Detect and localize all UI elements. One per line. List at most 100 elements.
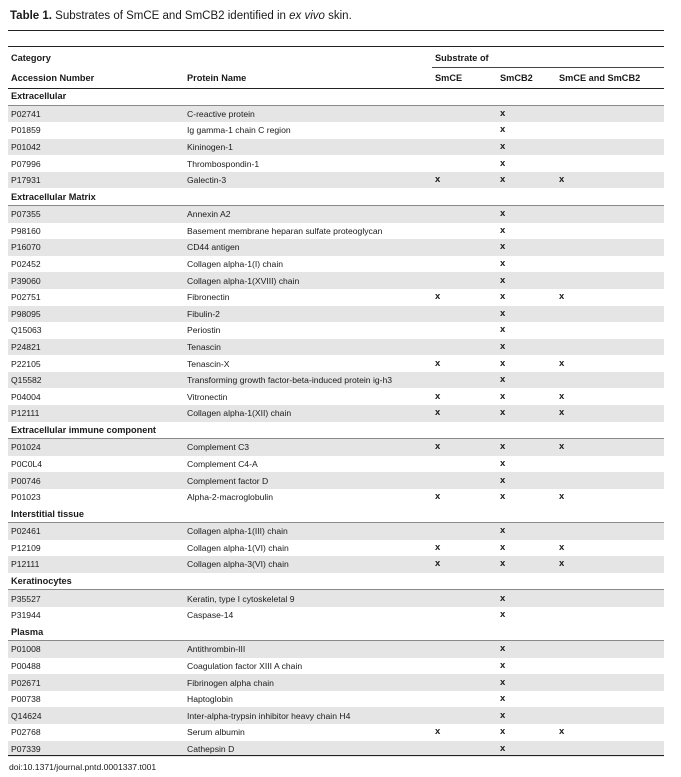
substrates-table: Category Substrate of Accession Number P…: [8, 48, 665, 758]
table-row: P02741 C-reactive protein x: [8, 105, 665, 123]
both-cell: [556, 607, 664, 624]
both-cell: [556, 674, 665, 691]
table-row: P02452 Collagen alpha-1(I) chain x: [8, 256, 664, 273]
table-row: P17931 Galectin-3 x x x: [8, 171, 665, 189]
smce-cell: [432, 371, 498, 389]
both-cell: [556, 305, 665, 323]
accession-cell: P07355: [8, 205, 184, 223]
table-row: Q14624 Inter-alpha-trypsin inhibitor heav…: [8, 707, 665, 724]
caption-text-after: skin.: [324, 10, 352, 22]
accession-cell: P17931: [8, 171, 184, 189]
protein-name-cell: Complement C3: [184, 438, 433, 456]
accession-cell: P00488: [11, 660, 41, 671]
accession-cell: P02741: [8, 105, 184, 123]
accession-cell: Q15582: [8, 371, 184, 389]
accession-cell: P02461: [8, 522, 184, 540]
bottom-rule: [8, 755, 664, 756]
header-row-1: Category Substrate of: [8, 48, 664, 68]
accession-cell: P12109: [11, 542, 41, 553]
both-cell: [556, 223, 664, 240]
smce-cell: x: [435, 491, 441, 503]
accession-cell: P01023: [11, 492, 41, 503]
protein-name-cell: Complement C4-A: [187, 459, 258, 469]
both-cell: [556, 589, 665, 607]
both-cell: [556, 740, 665, 758]
table-row: P35527 Keratin, type I cytoskeletal 9 x: [8, 589, 665, 607]
protein-name-cell: Vitronectin: [187, 391, 228, 402]
table-row: Q15063 Periostin x: [8, 322, 664, 339]
both-cell: [556, 322, 664, 339]
smcb2-cell: x: [497, 205, 557, 223]
smce-cell: x: [432, 556, 498, 573]
table-label: Table 1.: [10, 10, 52, 22]
smce-cell: [432, 456, 497, 473]
protein-name-cell: Thrombospondin-1: [187, 158, 260, 169]
smcb2-cell: x: [497, 239, 557, 256]
smcb2-cell: x: [500, 609, 506, 621]
both-cell: x: [556, 556, 665, 573]
top-rule: [8, 30, 664, 31]
accession-cell: P07339: [8, 740, 184, 758]
table-row: P07339 Cathepsin D x: [8, 740, 665, 758]
header-rule: [8, 46, 664, 47]
accession-cell: P31944: [11, 610, 41, 621]
table-row: P16070 CD44 antigen x: [8, 239, 665, 256]
protein-name-cell: Keratin, type I cytoskeletal 9: [184, 589, 433, 607]
protein-name-cell: Collagen alpha-1(XVIII) chain: [184, 272, 433, 289]
accession-cell: P02751: [11, 292, 41, 303]
smcb2-cell: x: [497, 522, 557, 540]
table-row: P07355 Annexin A2 x: [8, 205, 665, 223]
table-row: P00738 Haptoglobin x: [8, 691, 664, 708]
smce-cell: [432, 322, 497, 339]
accession-cell: Q15063: [11, 325, 42, 336]
smcb2-cell: x: [500, 458, 506, 469]
accession-cell: P39060: [8, 272, 184, 289]
protein-name-cell: Antithrombin-III: [184, 640, 433, 658]
table-row: P98160 Basement membrane heparan sulfate …: [8, 223, 664, 240]
table-row: P01859 Ig gamma-1 chain C region x: [8, 122, 664, 139]
table-row: P02461 Collagen alpha-1(III) chain x: [8, 522, 665, 540]
protein-name-cell: C-reactive protein: [184, 105, 433, 123]
smcb2-cell: x: [500, 224, 506, 236]
both-cell: [556, 371, 665, 389]
table-row: P12109 Collagen alpha-1(VI) chain x x x: [8, 540, 664, 557]
smcb2-header: SmCB2: [500, 73, 533, 83]
protein-name-cell: Annexin A2: [184, 205, 433, 223]
both-cell: x: [556, 404, 665, 422]
both-cell: [556, 338, 665, 356]
accession-cell: P02452: [11, 259, 41, 270]
accession-header: Accession Number: [11, 73, 95, 83]
protein-name-cell: Transforming growth factor-beta-induced …: [184, 371, 433, 389]
table-row: P07996 Thrombospondin-1 x: [8, 155, 664, 172]
both-cell: x: [559, 357, 565, 369]
both-cell: x: [556, 438, 665, 456]
smcb2-cell: x: [497, 556, 557, 573]
table-row: P02671 Fibrinogen alpha chain x: [8, 674, 665, 691]
both-cell: x: [559, 390, 565, 402]
smce-cell: [432, 138, 498, 156]
accession-cell: P35527: [8, 589, 184, 607]
accession-cell: P00746: [8, 472, 184, 489]
table-row: P02768 Serum albumin x x x: [8, 724, 664, 741]
smce-cell: [432, 239, 498, 256]
both-cell: [556, 456, 664, 473]
both-cell: x: [559, 491, 565, 503]
smce-cell: x: [432, 404, 498, 422]
both-cell: [556, 239, 665, 256]
both-cell: x: [556, 171, 665, 189]
category-label: Keratinocytes: [8, 572, 665, 591]
both-cell: [556, 205, 665, 223]
table-row: P22105 Tenascin-X x x x: [8, 355, 664, 372]
smcb2-cell: x: [497, 404, 557, 422]
smcb2-cell: x: [500, 659, 506, 671]
smcb2-cell: x: [497, 472, 557, 489]
smce-cell: [432, 122, 497, 139]
both-cell: x: [559, 726, 565, 738]
protein-name-cell: Ig gamma-1 chain C region: [187, 125, 291, 136]
protein-name-cell: Coagulation factor XIII A chain: [187, 660, 303, 671]
both-header: SmCE and SmCB2: [559, 73, 641, 83]
smce-cell: [432, 640, 498, 658]
both-cell: [556, 658, 664, 675]
accession-cell: P12111: [8, 404, 184, 422]
table-row: P98095 Fibulin-2 x: [8, 305, 665, 323]
